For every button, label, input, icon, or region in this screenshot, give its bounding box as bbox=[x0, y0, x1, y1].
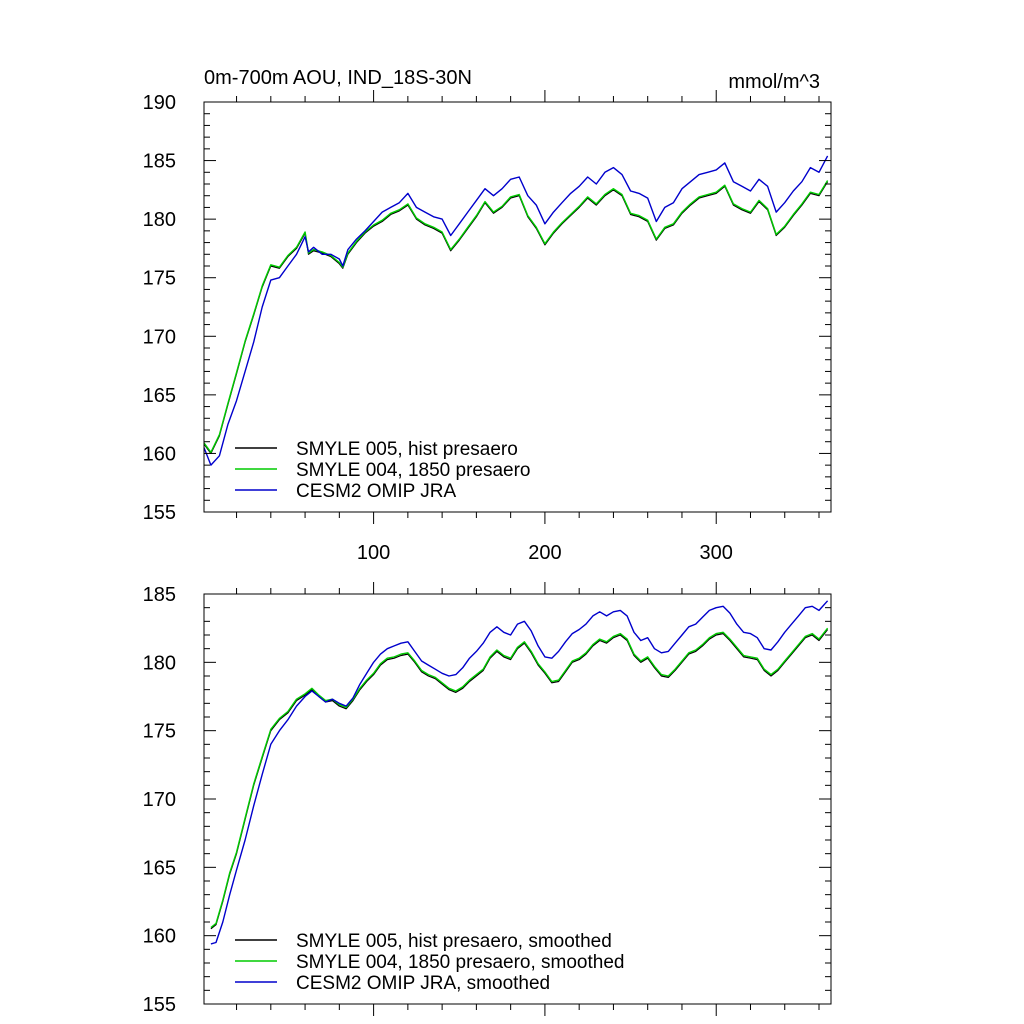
top-legend-label-1: SMYLE 004, 1850 presaero bbox=[296, 460, 531, 481]
top-series-lines bbox=[203, 155, 829, 466]
bottom-axis-ticks: 155 160 165 170 175 180 185 bbox=[143, 582, 831, 1016]
top-series-line-0 bbox=[203, 181, 829, 454]
bottom-ytick-label: 185 bbox=[143, 584, 176, 606]
top-axis-ticks: 155 160 165 170 175 180 185 190 100 200 300 bbox=[143, 90, 831, 564]
top-ytick-label: 165 bbox=[143, 385, 176, 407]
chart-title: 0m-700m AOU, IND_18S-30N bbox=[204, 67, 472, 89]
top-ytick-label: 160 bbox=[143, 443, 176, 465]
bottom-plot-frame bbox=[203, 593, 832, 1005]
chart-units: mmol/m^3 bbox=[728, 71, 820, 93]
bottom-legend-label-1: SMYLE 004, 1850 presaero, smoothed bbox=[296, 952, 624, 973]
top-plot-frame bbox=[203, 101, 832, 513]
bottom-legend: SMYLE 005, hist presaero, smoothedSMYLE … bbox=[235, 931, 624, 994]
top-ytick-label: 180 bbox=[143, 209, 176, 231]
bottom-legend-label-0: SMYLE 005, hist presaero, smoothed bbox=[296, 931, 612, 952]
bottom-ytick-label: 155 bbox=[143, 994, 176, 1016]
top-ytick-label: 190 bbox=[143, 92, 176, 114]
bottom-ytick-label: 160 bbox=[143, 926, 176, 948]
bottom-series-line-2 bbox=[210, 600, 829, 945]
top-xtick-label: 100 bbox=[357, 542, 390, 564]
top-panel: 155 160 165 170 175 180 185 190 100 200 300 SMYLE … bbox=[143, 90, 832, 564]
top-series-line-1 bbox=[203, 180, 829, 453]
bottom-series-lines bbox=[210, 600, 829, 945]
top-xtick-label: 300 bbox=[700, 542, 733, 564]
top-xtick-label: 200 bbox=[528, 542, 561, 564]
bottom-ytick-label: 165 bbox=[143, 857, 176, 879]
top-ytick-label: 155 bbox=[143, 502, 176, 524]
top-series-line-2 bbox=[203, 155, 829, 466]
top-legend-label-0: SMYLE 005, hist presaero bbox=[296, 439, 518, 460]
bottom-ytick-label: 175 bbox=[143, 721, 176, 743]
bottom-panel: 155 160 165 170 175 180 185 SMYLE 005, hist pr… bbox=[143, 582, 832, 1016]
bottom-ytick-label: 180 bbox=[143, 652, 176, 674]
top-legend-label-2: CESM2 OMIP JRA bbox=[296, 481, 456, 502]
bottom-ytick-label: 170 bbox=[143, 789, 176, 811]
bottom-series-line-0 bbox=[210, 629, 829, 930]
top-ytick-label: 175 bbox=[143, 268, 176, 290]
bottom-legend-label-2: CESM2 OMIP JRA, smoothed bbox=[296, 973, 550, 994]
top-ytick-label: 185 bbox=[143, 151, 176, 173]
top-ytick-label: 170 bbox=[143, 326, 176, 348]
bottom-series-line-1 bbox=[210, 627, 829, 929]
